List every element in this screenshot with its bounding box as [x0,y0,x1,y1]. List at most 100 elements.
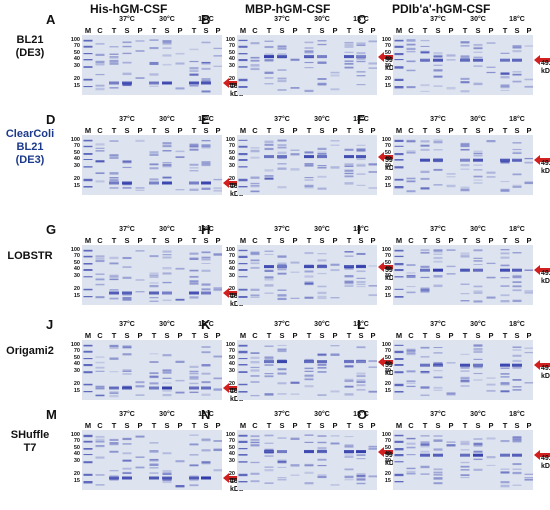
gel-band [524,269,533,272]
gel-band [149,272,159,275]
gel-band [250,190,260,193]
gel-band [122,160,132,163]
lane-label: T [151,331,157,340]
gel-band [406,370,416,373]
gel-band [406,352,416,356]
gel-band [317,253,327,255]
gel-band [446,54,456,57]
marker-label: 15 [384,388,391,394]
gel-band [304,164,314,167]
gel-band [250,480,260,483]
marker-label: 100 [70,136,80,143]
gel-band [406,86,416,89]
gel-band [83,78,93,81]
target-band [473,363,483,367]
gel-band [201,61,211,64]
temperature-label: 37°C [119,226,135,233]
gel-band [473,372,483,375]
gel-band [189,296,199,299]
lane-label: T [191,421,197,430]
lane-label: M [239,126,247,135]
gel-band [135,381,145,384]
gel-band [344,275,354,278]
lane-label: P [488,126,494,135]
gel-band [317,458,327,461]
lane-label: C [408,236,414,245]
temperature-label: 30°C [159,16,175,23]
gel-band [344,163,354,166]
gel-band [264,455,274,458]
lane-label: T [346,331,352,340]
marker-scale: 100 70 50 40 30 20 15 [62,135,80,195]
gel-band [524,45,533,47]
gel-band [394,448,404,451]
target-band [473,453,483,457]
gel-band [201,283,211,286]
gel-band [264,178,274,180]
gel-band [473,257,483,259]
gel-band [122,471,132,474]
gel-band [238,45,248,48]
gel-band [162,266,172,270]
lane-label: P [292,26,298,35]
gel-band [201,144,211,147]
gel-band [304,463,314,466]
gel-band [420,386,430,389]
gel-band [277,268,287,271]
gel-band [344,455,354,458]
lane-label: P [526,421,532,430]
gel-band [304,67,314,69]
marker-label: 50 [384,50,391,56]
target-band [500,158,510,162]
gel-band [189,479,199,482]
gel-band [500,376,510,378]
gel-band [406,467,416,470]
gel-band [500,440,510,442]
target-band [149,181,159,185]
gel-band [189,377,199,379]
gel-band [201,449,211,452]
gel-band [238,473,248,477]
marker-label: 30 [384,63,391,70]
gel-band [162,176,172,179]
target-band [264,450,274,454]
gel-band [500,471,510,474]
gel-band [394,145,404,147]
gel-band [433,448,443,451]
lane-label: P [448,236,454,245]
gel-band [394,461,404,463]
gel-panel: C 37°C 30°C 18°C M C T S P T S P T S P 100 70 50 40 30 20 15 4… [357,12,550,96]
target-arrow-icon [534,450,550,461]
gel-band [473,366,483,369]
gel-band [162,452,172,455]
gel-band [277,349,287,353]
lane-label: C [252,236,258,245]
target-band [460,158,470,162]
gel-panel: I 37°C 30°C 18°C M C T S P T S P T S P 100 70 50 40 30 20 15 4… [357,222,550,306]
gel-band [290,271,300,273]
gel-band [406,385,416,388]
gel-band [304,41,314,44]
gel-band [277,163,287,165]
marker-label: 50 [73,50,80,56]
gel-band [149,353,159,355]
marker-scale: 100 70 50 40 30 20 15 [62,340,80,400]
gel-band [344,60,354,62]
gel-band [473,344,483,347]
target-band [420,268,430,272]
lane-label: S [358,421,364,430]
gel-band [473,350,483,353]
gel-band [189,464,199,467]
gel-band [500,252,510,255]
lane-label: S [279,331,285,340]
target-band [420,453,430,457]
gel-band [330,144,340,146]
lane-label: P [215,126,221,135]
gel-band [250,366,260,369]
gel-band [433,184,443,186]
gel-band [356,60,366,63]
gel-band [149,372,159,375]
target-band [162,476,172,480]
gel-image [393,340,533,400]
